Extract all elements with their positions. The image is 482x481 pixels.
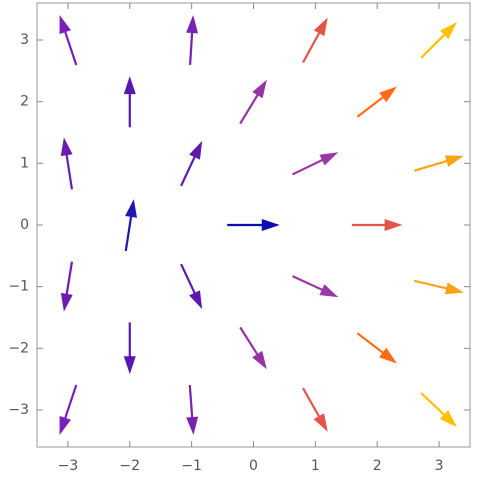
arrow: [356, 86, 398, 118]
arrow-shaft: [180, 263, 197, 296]
arrow-shaft: [180, 154, 197, 187]
arrow-shaft: [292, 275, 325, 292]
y-tick-label: 1: [20, 155, 29, 171]
arrow-head: [59, 416, 71, 435]
arrow-shaft: [124, 214, 133, 252]
arrow-head: [384, 219, 403, 231]
arrow: [59, 384, 78, 435]
arrow-head: [313, 413, 328, 432]
arrow: [356, 332, 398, 364]
arrow: [420, 392, 458, 427]
arrow: [180, 263, 203, 310]
arrow-shaft: [65, 153, 74, 190]
arrow-shaft: [291, 158, 325, 176]
arrow: [180, 140, 203, 187]
x-tick-label: −3: [58, 458, 79, 474]
arrow-head: [319, 284, 339, 298]
arrow: [239, 326, 267, 370]
arrow-head: [186, 15, 199, 34]
arrow-head: [440, 22, 458, 40]
arrow: [351, 219, 403, 231]
arrow-shaft: [414, 159, 449, 172]
arrow: [123, 76, 136, 128]
arrow: [123, 322, 136, 375]
arrow-shaft: [188, 30, 194, 66]
arrow-head: [189, 140, 203, 160]
arrow-shaft: [302, 30, 321, 64]
arrow-head: [313, 17, 328, 37]
y-tick-label: 2: [20, 94, 29, 110]
arrow-shaft: [302, 387, 321, 419]
x-tick-label: 1: [311, 458, 320, 474]
arrow-head: [123, 76, 136, 95]
arrow-shaft: [356, 95, 385, 118]
arrow: [302, 387, 328, 432]
x-tick-label: 3: [435, 458, 444, 474]
arrow: [60, 137, 74, 190]
arrow-shaft: [63, 29, 78, 66]
arrow-head: [125, 199, 137, 218]
arrow-head: [60, 137, 73, 157]
arrow: [291, 152, 339, 176]
arrow-shaft: [239, 326, 260, 357]
arrow-head: [379, 347, 398, 364]
arrow-head: [319, 152, 339, 166]
arrow-shaft: [414, 279, 449, 290]
arrow-head: [59, 15, 71, 34]
y-tick-label: 0: [20, 217, 29, 233]
arrow: [60, 261, 74, 312]
arrow-shaft: [63, 384, 78, 421]
x-tick-label: −2: [119, 458, 140, 474]
y-tick-label: 3: [20, 32, 29, 48]
arrow-head: [60, 292, 73, 312]
arrow-shaft: [188, 384, 194, 420]
arrow: [186, 15, 199, 66]
arrow-head: [261, 219, 280, 231]
x-tick-label: 0: [249, 458, 258, 474]
y-tick-label: −1: [8, 279, 29, 295]
arrow-shaft: [239, 92, 260, 125]
arrow: [239, 79, 267, 125]
y-tick-label: −2: [8, 340, 29, 356]
arrow: [414, 155, 464, 172]
x-tick-label: 2: [373, 458, 382, 474]
arrow: [292, 275, 339, 298]
arrow-head: [379, 86, 398, 103]
arrow-shaft: [420, 32, 447, 59]
arrow-head: [186, 416, 199, 435]
y-tick-label: −3: [8, 402, 29, 418]
x-tick-label: −1: [181, 458, 202, 474]
arrow-head: [444, 282, 464, 295]
arrow-head: [189, 290, 203, 310]
arrow: [59, 15, 78, 66]
arrow-head: [123, 356, 136, 375]
arrow-head: [439, 410, 458, 427]
arrow: [420, 22, 458, 59]
arrow-shaft: [65, 261, 74, 297]
arrow-head: [252, 350, 267, 370]
arrow: [414, 279, 464, 295]
arrow: [186, 384, 199, 435]
arrow: [227, 219, 280, 231]
arrow: [302, 17, 328, 64]
arrow-shaft: [356, 332, 385, 355]
arrow-shaft: [420, 392, 447, 417]
arrow-head: [444, 155, 464, 167]
arrow: [124, 199, 137, 252]
arrow-head: [252, 79, 267, 99]
